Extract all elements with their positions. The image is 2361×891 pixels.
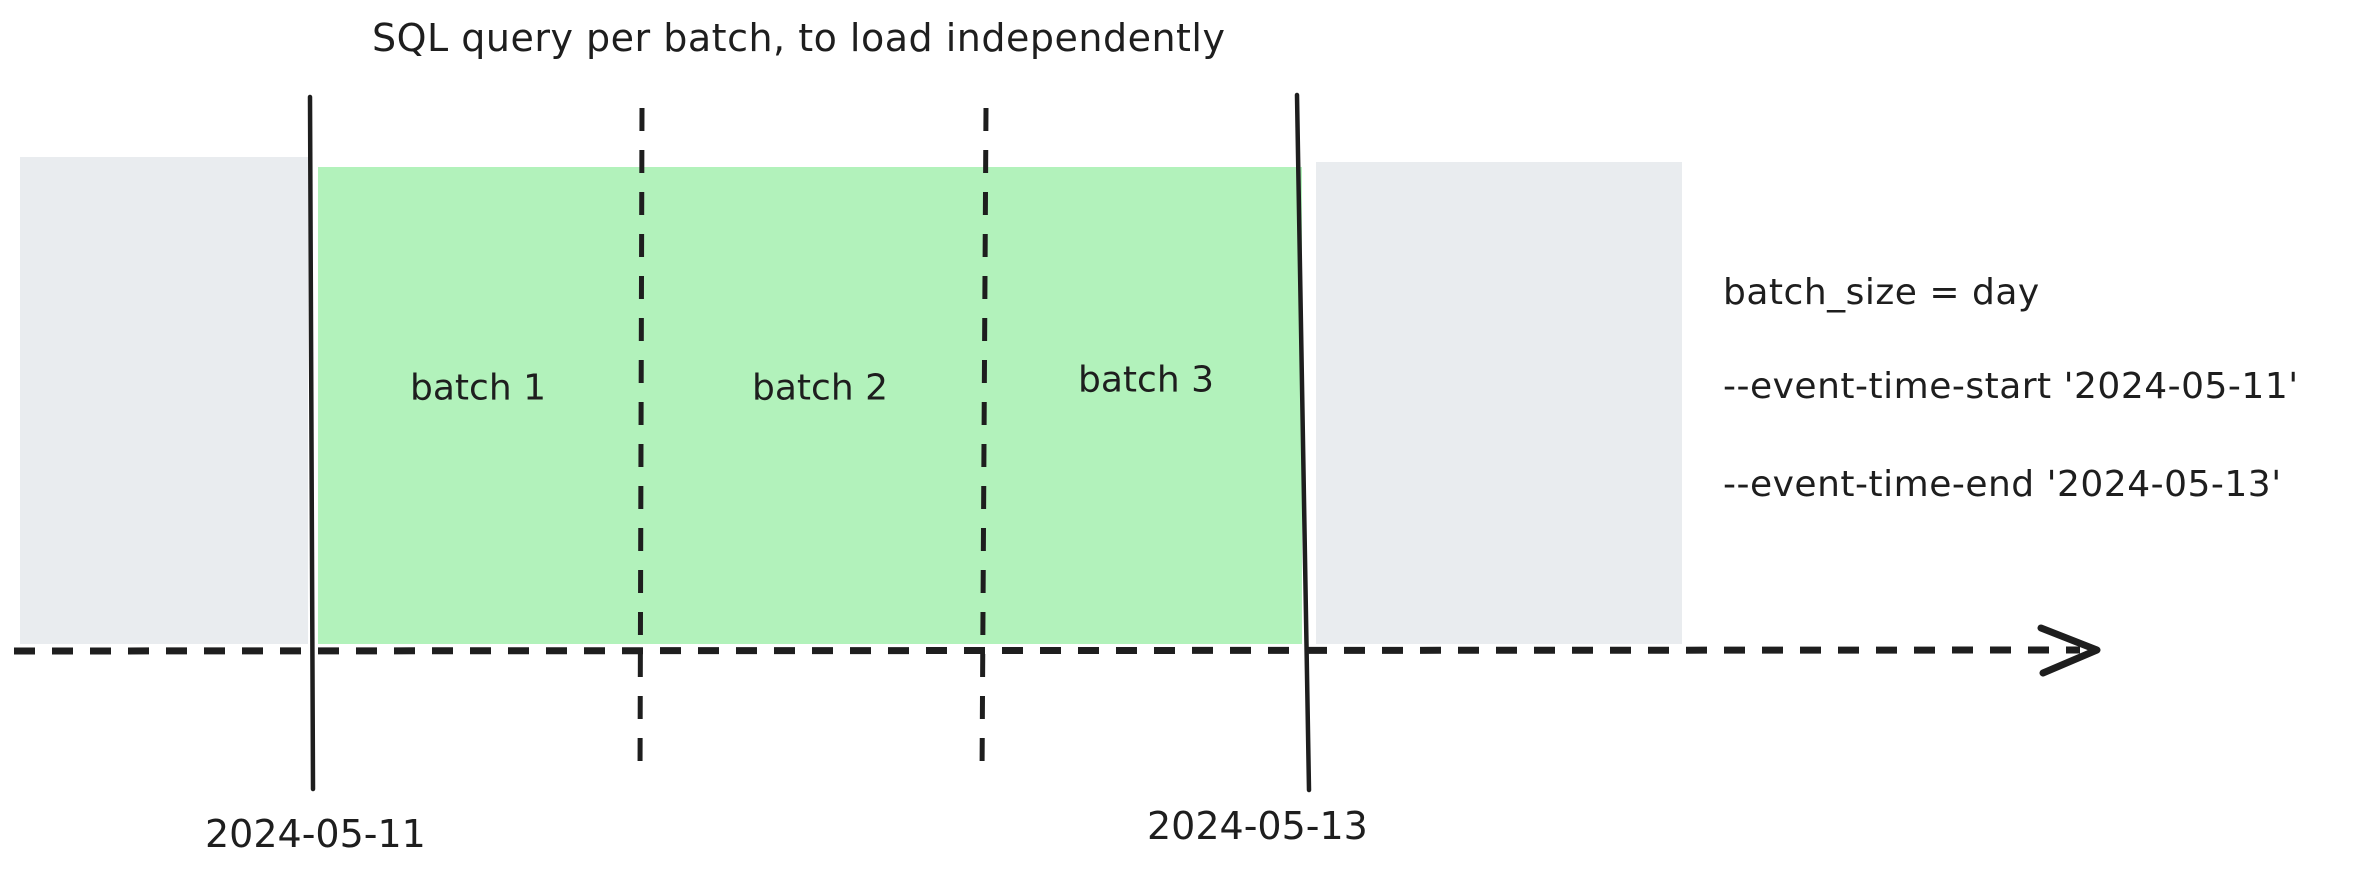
event-time-start-annotation: --event-time-start '2024-05-11' (1723, 366, 2299, 407)
in-range-batches-region (318, 167, 1302, 644)
time-axis-line (13, 646, 2081, 655)
time-axis-arrow-icon (2037, 624, 2101, 677)
batch-3-label: batch 3 (1078, 359, 1214, 401)
batch-size-annotation: batch_size = day (1723, 272, 2040, 313)
event-time-end-annotation: --event-time-end '2024-05-13' (1723, 464, 2282, 505)
out-of-range-left-region (20, 157, 308, 644)
start-date-label: 2024-05-11 (205, 812, 426, 856)
out-of-range-right-region (1316, 162, 1682, 644)
end-date-label: 2024-05-13 (1147, 804, 1368, 848)
start-boundary-line (307, 94, 316, 792)
diagram-title: SQL query per batch, to load independent… (372, 16, 1226, 60)
batch-1-label: batch 1 (410, 367, 546, 409)
batch-2-label: batch 2 (752, 367, 888, 409)
